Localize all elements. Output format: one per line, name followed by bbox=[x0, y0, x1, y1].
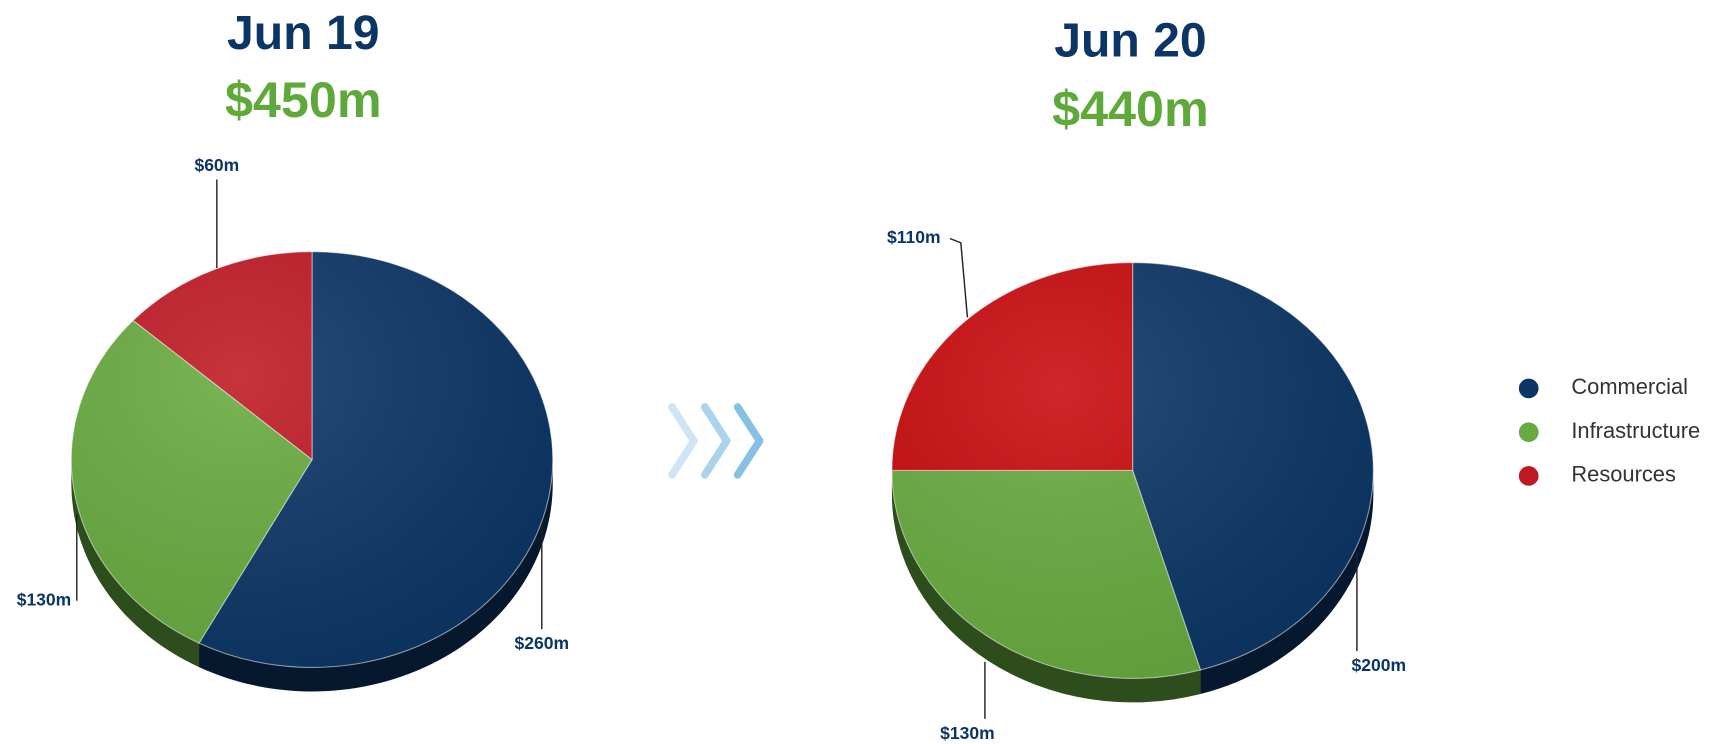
value-label: $110m bbox=[887, 227, 941, 247]
value-label: $130m bbox=[17, 589, 72, 609]
chevron bbox=[668, 403, 698, 479]
leader-line bbox=[949, 237, 969, 318]
chevrons bbox=[668, 403, 764, 479]
value-label: $200m bbox=[1352, 655, 1407, 675]
chevron bbox=[733, 403, 764, 479]
chart-title: Jun 20 bbox=[1054, 13, 1206, 67]
pie bbox=[70, 251, 554, 692]
pie bbox=[891, 262, 1374, 703]
legend-label: Resources bbox=[1571, 462, 1676, 487]
value-label: $260m bbox=[515, 633, 570, 653]
chart-subtitle: $450m bbox=[225, 71, 382, 128]
value-label: $60m bbox=[194, 155, 239, 175]
legend-swatch bbox=[1518, 466, 1539, 486]
chevron bbox=[700, 403, 731, 479]
chart-title: Jun 19 bbox=[227, 6, 379, 60]
legend-label: Commercial bbox=[1571, 374, 1688, 399]
chart-subtitle: $440m bbox=[1052, 80, 1209, 137]
value-label: $130m bbox=[940, 723, 995, 743]
legend-label: Infrastructure bbox=[1571, 418, 1700, 443]
slice bbox=[891, 262, 1134, 472]
legend-swatch bbox=[1518, 378, 1539, 399]
legend-swatch bbox=[1518, 422, 1539, 443]
